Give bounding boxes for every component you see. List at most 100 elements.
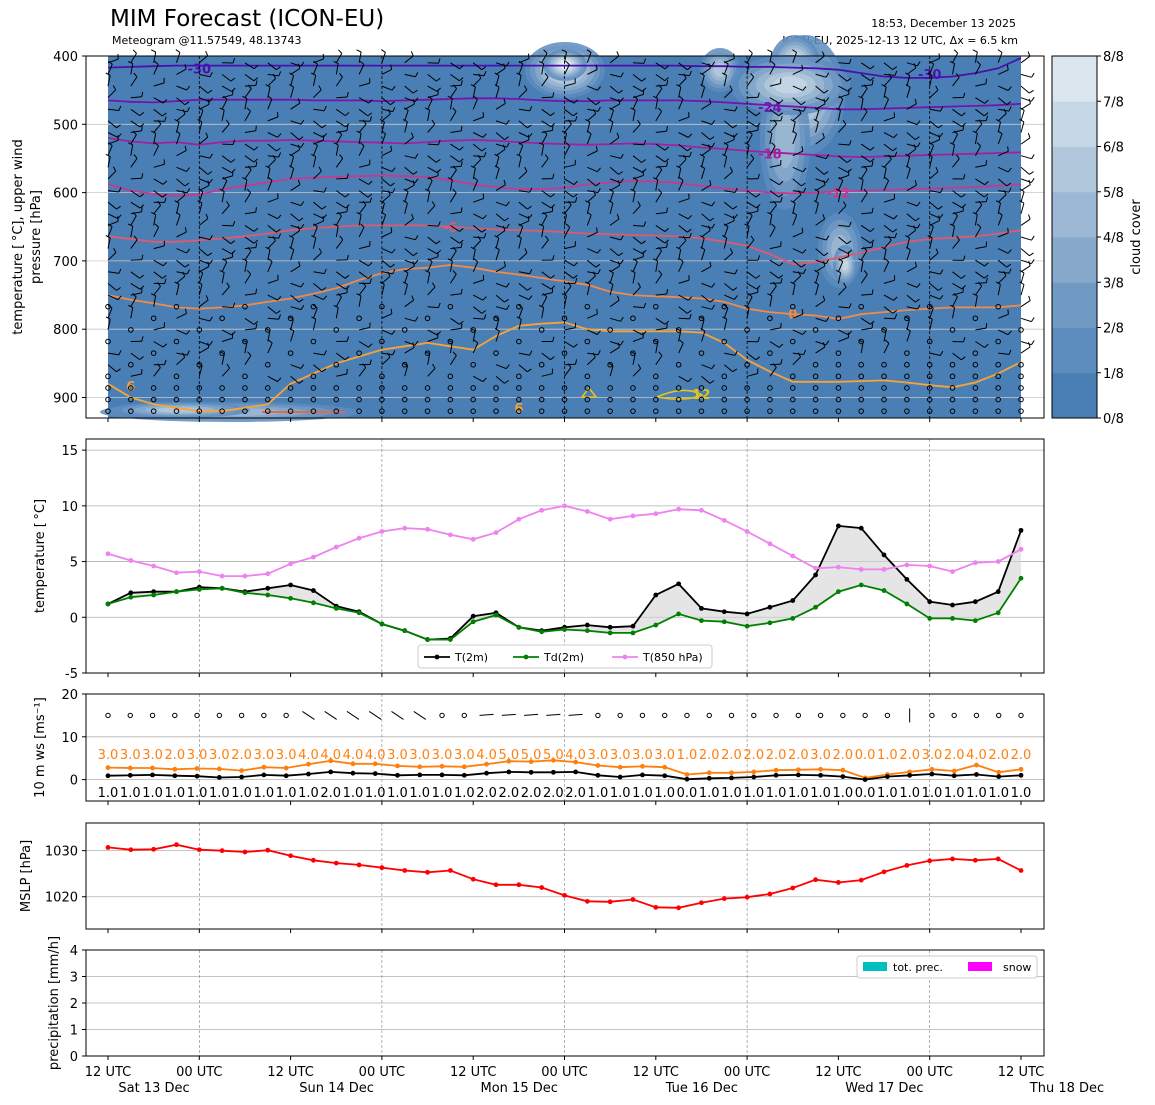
wind-point-1 [484, 770, 489, 776]
wind-barb-flag [164, 116, 167, 122]
calm-wind-marker [264, 385, 271, 391]
wind-barb [381, 133, 386, 145]
wind-barb [427, 353, 431, 365]
calm-wind-marker [242, 396, 248, 403]
wind-barb-flag [641, 240, 646, 245]
wind-barb-flag [596, 227, 598, 233]
wind-barb-flag [412, 180, 415, 186]
wind-barb [883, 225, 894, 233]
wind-barb-flag [186, 350, 190, 356]
wind-barb-flag [255, 242, 258, 248]
legend-label: Td(2m) [543, 651, 584, 664]
calm-wind-marker [858, 385, 865, 391]
wind-barb-flag [543, 49, 548, 54]
wind-barb [153, 178, 164, 185]
surface-calm-marker [884, 712, 891, 719]
wind-barb-flag [414, 259, 419, 265]
wind-barb [975, 108, 985, 117]
wind-barb-flag [184, 263, 190, 268]
wind-barb-flag [597, 248, 601, 254]
wind-barb-flag [778, 262, 784, 267]
wind-barb-flag [871, 242, 874, 248]
wind-barb-flag [567, 363, 572, 368]
wind-barb-flag [869, 77, 875, 81]
wind-barb-flag [1028, 260, 1031, 266]
wind-barb-flag [575, 116, 578, 122]
wind-barb-flag [139, 285, 145, 290]
wind-barb [975, 259, 985, 267]
wind-point-1 [884, 774, 890, 780]
wind-barb [541, 215, 548, 226]
wind-barb [860, 88, 868, 98]
mean-wind-data-label: 1.0 [454, 786, 475, 801]
wind-barb [427, 166, 438, 174]
wind-barb-flag [323, 214, 327, 219]
wind-barb [449, 192, 457, 203]
wind-barb [404, 248, 414, 257]
wind-barb-flag [863, 246, 868, 252]
calm-wind-marker [356, 315, 362, 322]
wind-barb-flag [150, 293, 156, 297]
wind-barb-flag [482, 296, 487, 301]
wind-barb [153, 367, 161, 377]
wind-barb-flag [1019, 107, 1025, 111]
wind-barb [1020, 103, 1031, 110]
wind-barb-flag [995, 281, 1001, 285]
wind-barb-flag [1006, 64, 1009, 70]
wind-barb-flag [772, 281, 777, 287]
wind-barb-flag [734, 350, 738, 356]
wind-barb-flag [863, 270, 868, 275]
wind-point-1 [306, 771, 311, 777]
calm-wind-marker [972, 361, 979, 368]
wind-barb [313, 170, 322, 180]
calm-wind-marker [949, 373, 956, 380]
wind-barb [906, 224, 918, 229]
wind-barb [336, 190, 346, 198]
wind-barb-flag [586, 211, 592, 216]
wind-barb [701, 168, 706, 180]
wind-point-1 [150, 772, 155, 778]
wind-barb [564, 204, 572, 215]
wind-barb [244, 155, 255, 163]
wind-barb [358, 133, 362, 145]
wind-barb [860, 155, 871, 163]
wind-barb-flag [960, 356, 966, 361]
wind-barb [815, 121, 819, 133]
wind-barb-flag [664, 320, 670, 325]
wind-barb-flag [300, 364, 305, 369]
mean-wind-data-label: 1.0 [588, 786, 609, 801]
wind-barb [815, 166, 825, 175]
wind-barb-flag [107, 223, 113, 228]
wind-barb [221, 367, 230, 377]
wind-barb-flag [595, 263, 601, 268]
wind-barb [769, 367, 777, 377]
wind-barb [678, 225, 688, 233]
wind-barb [906, 229, 916, 238]
surface-calm-marker [840, 712, 846, 719]
wind-barb [632, 180, 638, 191]
wind-barb-flag [858, 339, 864, 343]
wind-barb [997, 275, 1007, 284]
wind-barb-flag [709, 98, 712, 104]
wind-barb-flag [1031, 72, 1035, 78]
wind-barb [678, 249, 682, 261]
wind-barb-flag [139, 123, 145, 128]
wind-barb-flag [846, 77, 852, 82]
wind-barb-flag [473, 176, 478, 181]
wind-barb [769, 285, 777, 296]
wind-point-0 [974, 762, 979, 768]
series-point-2 [562, 503, 567, 509]
calm-wind-marker [835, 315, 842, 322]
wind-barb [724, 108, 736, 112]
wind-barb [975, 246, 987, 250]
wind-barb-flag [940, 187, 944, 193]
wind-barb-flag [323, 268, 327, 274]
wind-barb [564, 164, 576, 168]
wind-barb-flag [313, 223, 318, 228]
wind-barb [107, 237, 111, 249]
wind-barb [723, 89, 733, 99]
wind-barb [336, 130, 348, 133]
wind-barb [883, 180, 890, 191]
gust-data-label: 5.0 [543, 748, 564, 763]
wind-barb [906, 237, 910, 249]
